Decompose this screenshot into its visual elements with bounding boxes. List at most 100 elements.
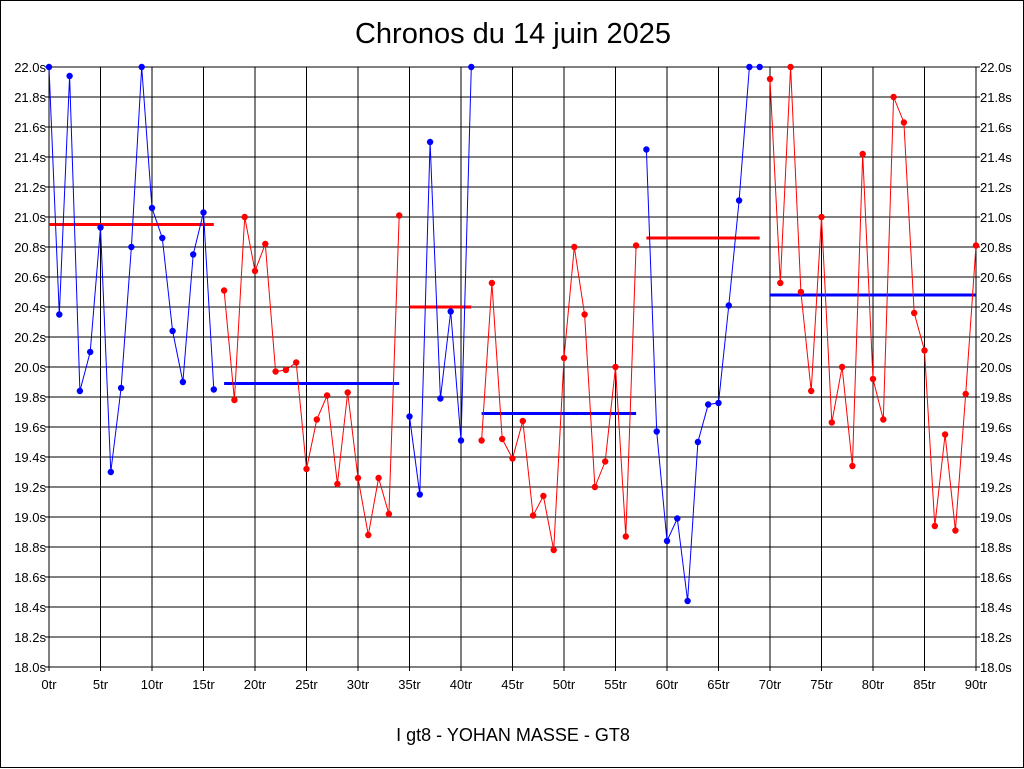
data-point <box>838 363 846 371</box>
y-tick-label-left: 19.8s <box>14 390 46 405</box>
chart-subtitle: I gt8 - YOHAN MASSE - GT8 <box>396 725 630 745</box>
data-point <box>293 359 300 366</box>
x-tick-label: 35tr <box>398 677 421 692</box>
data-point <box>735 197 743 204</box>
y-tick-label-right: 21.2s <box>980 180 1012 195</box>
data-point <box>674 515 681 522</box>
x-tick-label: 0tr <box>41 677 57 692</box>
data-point <box>313 416 320 423</box>
data-point <box>66 72 73 80</box>
y-tick-label-right: 19.6s <box>980 420 1012 435</box>
data-point <box>962 390 969 398</box>
data-point <box>416 491 423 498</box>
y-tick-label-right: 19.0s <box>980 510 1012 525</box>
x-tick-label: 80tr <box>862 677 885 692</box>
y-tick-label-right: 18.4s <box>980 600 1012 615</box>
y-tick-label-left: 21.8s <box>14 90 46 105</box>
data-point <box>231 396 238 404</box>
x-tick-label: 65tr <box>707 677 730 692</box>
data-point <box>540 492 547 500</box>
data-point <box>457 437 465 444</box>
data-point <box>406 413 413 420</box>
x-tick-label: 30tr <box>347 677 370 692</box>
y-tick-label-left: 19.4s <box>14 450 46 465</box>
data-point <box>828 419 835 426</box>
data-point <box>220 287 228 294</box>
y-tick-label-left: 18.4s <box>14 600 46 615</box>
data-point <box>200 209 207 216</box>
data-point <box>56 311 63 318</box>
y-tick-label-right: 18.8s <box>980 540 1012 555</box>
data-point <box>334 480 341 488</box>
x-tick-label: 90tr <box>965 677 988 692</box>
y-tick-label-right: 20.4s <box>980 300 1012 315</box>
y-tick-label-right: 20.8s <box>980 240 1012 255</box>
y-tick-label-right: 19.2s <box>980 480 1012 495</box>
data-point <box>663 537 671 545</box>
data-point <box>643 146 650 153</box>
data-point <box>777 279 784 287</box>
y-tick-label-left: 20.2s <box>14 330 46 345</box>
data-point <box>756 63 763 71</box>
y-tick-label-left: 19.6s <box>14 420 46 435</box>
y-tick-label-right: 21.4s <box>980 150 1012 165</box>
data-point <box>787 63 794 71</box>
x-tick-label: 5tr <box>93 677 109 692</box>
y-tick-label-right: 21.8s <box>980 90 1012 105</box>
y-tick-label-left: 21.6s <box>14 120 46 135</box>
data-point <box>952 527 959 534</box>
y-tick-label-right: 19.4s <box>980 450 1012 465</box>
data-point <box>509 455 516 462</box>
y-tick-label-left: 18.6s <box>14 570 46 585</box>
data-point <box>87 348 94 356</box>
data-point <box>725 302 732 309</box>
data-point <box>97 224 104 231</box>
data-point <box>499 435 506 443</box>
series-line <box>645 66 760 602</box>
x-tick-label: 60tr <box>656 677 679 692</box>
data-point <box>282 366 290 374</box>
data-point <box>323 392 331 399</box>
data-point <box>602 458 609 465</box>
data-point <box>241 213 248 221</box>
data-point <box>900 119 908 126</box>
data-point <box>808 387 815 395</box>
data-point <box>869 375 877 383</box>
data-point <box>128 243 135 251</box>
data-point <box>107 468 115 476</box>
data-point <box>344 389 351 396</box>
data-point <box>705 401 712 408</box>
y-tick-label-right: 20.6s <box>980 270 1012 285</box>
data-point <box>354 474 362 482</box>
data-point <box>797 288 805 296</box>
data-point <box>365 531 372 539</box>
y-tick-label-right: 18.6s <box>980 570 1012 585</box>
data-point <box>76 387 84 395</box>
data-point <box>581 311 588 318</box>
data-point <box>117 384 125 392</box>
y-tick-label-left: 20.6s <box>14 270 46 285</box>
plot-border <box>48 66 977 668</box>
data-point <box>684 597 691 605</box>
data-point <box>622 533 629 540</box>
data-point <box>210 386 217 393</box>
y-tick-label-right: 21.0s <box>980 210 1012 225</box>
data-point <box>519 417 526 425</box>
data-point <box>437 395 444 402</box>
y-tick-label-left: 20.0s <box>14 360 46 375</box>
data-point <box>375 474 382 482</box>
data-point <box>262 240 269 248</box>
x-tick-label: 20tr <box>244 677 267 692</box>
x-tick-label: 55tr <box>604 677 627 692</box>
data-point <box>931 522 938 530</box>
data-point <box>159 234 166 242</box>
data-point <box>972 242 980 249</box>
x-tick-label: 15tr <box>192 677 215 692</box>
data-point <box>911 309 918 317</box>
data-point <box>653 428 660 435</box>
data-point <box>272 368 279 375</box>
data-point <box>179 378 187 386</box>
data-point <box>890 93 897 101</box>
x-tick-label: 10tr <box>141 677 164 692</box>
